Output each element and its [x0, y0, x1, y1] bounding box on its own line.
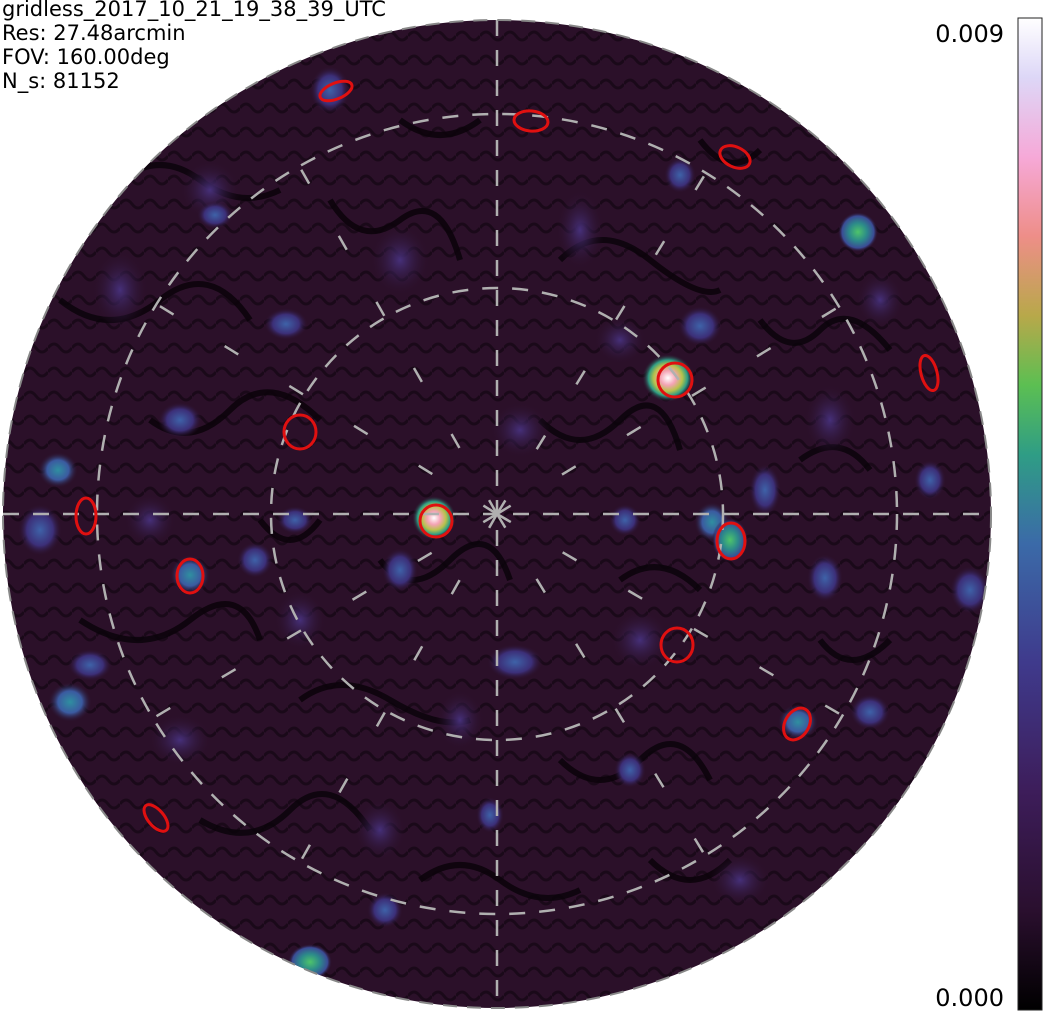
colorbar-max-label: 0.009 [935, 20, 1004, 48]
source-marker [656, 361, 694, 399]
source-count-label: N_s: 81152 [2, 69, 120, 93]
horizon-circle [2, 19, 992, 1009]
source-marker [512, 109, 550, 133]
sky-noise [3, 20, 991, 1008]
colorbar-min-label: 0.000 [935, 984, 1004, 1012]
source-marker [782, 706, 812, 742]
source-marker [282, 413, 318, 451]
fov-label: FOV: 160.00deg [2, 45, 170, 69]
source-marker [74, 496, 98, 536]
colorbar [1017, 17, 1043, 1011]
resolution-label: Res: 27.48arcmin [2, 21, 186, 45]
image-title: gridless_2017_10_21_19_38_39_UTC [2, 0, 386, 21]
source-markers [74, 79, 940, 833]
source-marker [918, 353, 940, 393]
source-marker [418, 503, 454, 539]
coordinate-grid [3, 20, 991, 1008]
source-marker [659, 626, 695, 664]
image-info: gridless_2017_10_21_19_38_39_UTC Res: 27… [2, 0, 386, 93]
source-marker [318, 79, 354, 103]
source-marker [718, 144, 752, 170]
source-marker [175, 557, 205, 595]
source-marker [715, 521, 747, 561]
source-marker [142, 803, 170, 833]
